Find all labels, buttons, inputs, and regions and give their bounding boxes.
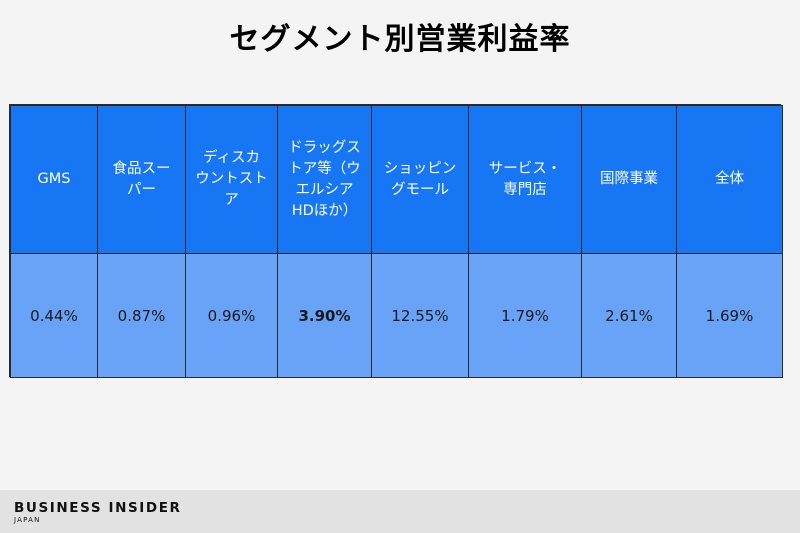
value-cell-services-specialty: 1.79%	[468, 253, 582, 378]
slide-title: セグメント別営業利益率	[229, 22, 571, 57]
value-cell-food-supermarket: 0.87%	[97, 253, 186, 378]
value-cell-discount-store: 0.96%	[185, 253, 278, 378]
header-cell-gms: GMS	[10, 105, 98, 254]
value-cell-total: 1.69%	[676, 253, 783, 378]
header-cell-services-specialty: サービス・ 専門店	[468, 105, 582, 254]
table-value-row: 0.44% 0.87% 0.96% 3.90% 12.55% 1.79% 2.6…	[10, 253, 783, 378]
footer-bar: BUSINESS INSIDER JAPAN	[0, 490, 800, 533]
header-cell-discount-store: ディスカ ウントストア	[185, 105, 278, 254]
value-cell-international: 2.61%	[581, 253, 677, 378]
value-cell-shopping-mall: 12.55%	[371, 253, 469, 378]
header-cell-shopping-mall: ショッピン グモール	[371, 105, 469, 254]
value-cell-gms: 0.44%	[10, 253, 98, 378]
header-cell-drugstore: ドラッグス トア等（ウ エルシア HDほか）	[277, 105, 372, 254]
header-cell-international: 国際事業	[581, 105, 677, 254]
logo-region-label: JAPAN	[14, 516, 41, 524]
value-cell-drugstore: 3.90%	[277, 253, 372, 378]
table-header-row: GMS 食品スー パー ディスカ ウントストア ドラッグス トア等（ウ エルシア HDほか…	[10, 105, 783, 254]
header-cell-food-supermarket: 食品スー パー	[97, 105, 186, 254]
segment-margin-table: GMS 食品スー パー ディスカ ウントストア ドラッグス トア等（ウ エルシア HDほか…	[9, 104, 783, 378]
header-cell-total: 全体	[676, 105, 783, 254]
business-insider-logo[interactable]: BUSINESS INSIDER	[14, 500, 182, 516]
